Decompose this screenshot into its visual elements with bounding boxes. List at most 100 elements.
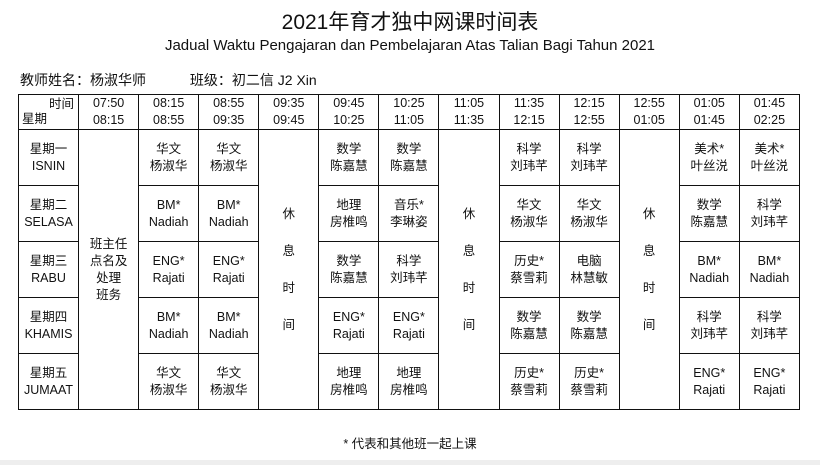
subject: ENG*	[753, 365, 786, 380]
teacher-class-info: 教师姓名：杨淑华师 班级：初二信 J2 Xin	[20, 70, 357, 90]
subject: 地理	[396, 365, 422, 380]
period-start: 08:55	[213, 96, 245, 110]
subject: 地理	[336, 365, 362, 380]
period-end: 12:55	[573, 113, 605, 127]
lesson-cell: 美术* 叶丝涚	[678, 129, 740, 186]
timetable: 时间 星期 07:50 08:15 08:15 08:55 08:55 09:35 09:35 0…	[17, 94, 801, 410]
teacher: 刘玮芊	[390, 270, 428, 285]
teacher: Rajati	[392, 326, 425, 341]
header-row: 时间 星期 07:50 08:15 08:15 08:55 08:55 09:35 09:35 0…	[17, 94, 801, 130]
day-name-zh: 星期一	[29, 141, 68, 156]
teacher: 房椎鸣	[330, 214, 368, 229]
period-end: 01:05	[633, 113, 665, 127]
homeroom-text: 处理	[96, 270, 122, 285]
period-header: 09:35 09:45	[258, 94, 320, 130]
teacher: 刘玮芊	[750, 214, 789, 229]
period-header: 01:45 02:25	[738, 94, 801, 130]
lesson-cell: BM* Nadiah	[138, 297, 200, 354]
teacher: Rajati	[693, 382, 726, 397]
teacher-name: 教师姓名：杨淑华师	[20, 72, 146, 88]
teacher: 陈嘉慧	[330, 270, 368, 285]
lesson-cell: 地理 房椎鸣	[318, 353, 380, 410]
day-row: 星期三 RABU ENG* Rajati ENG* Rajati 数学 陈嘉慧 科学 刘玮芊 历史*…	[17, 241, 801, 298]
period-header: 12:55 01:05	[618, 94, 680, 130]
subject: 数学	[336, 253, 362, 268]
period-header: 08:55 09:35	[198, 94, 260, 130]
day-name-ms: SELASA	[24, 214, 73, 229]
teacher: 陈嘉慧	[330, 158, 368, 173]
lesson-cell: 华文 杨淑华	[138, 353, 200, 410]
day-cell: 星期四 KHAMIS	[17, 297, 80, 354]
day-row: 星期五 JUMAAT 华文 杨淑华 华文 杨淑华 地理 房椎鸣 地理 房椎鸣 历史* 蔡雪莉 历史* 蔡雪…	[17, 353, 801, 410]
bottom-strip	[0, 460, 820, 465]
subject: ENG*	[332, 309, 365, 324]
subject: BM*	[156, 309, 181, 324]
period-start: 11:35	[513, 96, 545, 110]
lesson-cell: ENG* Rajati	[378, 297, 440, 354]
subject: 历史*	[514, 253, 544, 268]
teacher: 杨淑华	[209, 382, 248, 397]
period-start: 07:50	[92, 96, 125, 110]
period-end: 02:25	[753, 113, 786, 127]
subject: 科学	[576, 141, 602, 156]
subject: 华文	[216, 141, 242, 156]
day-cell: 星期五 JUMAAT	[17, 353, 80, 410]
teacher: Rajati	[152, 270, 185, 285]
lesson-cell: 电脑 林慧敏	[558, 241, 620, 298]
period-start: 01:45	[753, 96, 786, 110]
lesson-cell: 地理 房椎鸣	[318, 185, 380, 242]
teacher: 李琳姿	[390, 214, 428, 229]
teacher: 陈嘉慧	[390, 158, 428, 173]
teacher: Rajati	[212, 270, 245, 285]
break-char: 息	[462, 243, 476, 258]
period-end: 11:35	[453, 113, 485, 127]
break-char: 间	[462, 317, 476, 332]
day-name-zh: 星期二	[29, 197, 68, 212]
teacher: 房椎鸣	[390, 382, 428, 397]
period-start: 08:15	[153, 96, 185, 110]
teacher: Nadiah	[749, 270, 790, 285]
break-char: 时	[462, 280, 476, 295]
homeroom-text: 班主任	[89, 236, 128, 251]
subject: 美术*	[754, 141, 785, 156]
lesson-cell: 科学 刘玮芊	[558, 129, 620, 186]
day-name-zh: 星期五	[29, 365, 68, 380]
teacher: 蔡雪莉	[570, 382, 608, 397]
subject: ENG*	[152, 253, 185, 268]
break-char: 休	[462, 206, 476, 221]
day-name-zh: 星期四	[29, 309, 68, 324]
teacher: 林慧敏	[570, 270, 608, 285]
break-cell: 休息时间	[618, 129, 680, 410]
subject: 历史*	[574, 365, 605, 380]
break-char: 休	[642, 206, 656, 221]
teacher: 刘玮芊	[570, 158, 608, 173]
subject: BM*	[216, 197, 241, 212]
subject: 华文	[516, 197, 542, 212]
teacher: 杨淑华	[149, 382, 188, 397]
class-name: 班级：初二信 J2 Xin	[189, 72, 317, 88]
break-char: 时	[642, 280, 656, 295]
period-header: 11:05 11:35	[438, 94, 500, 130]
teacher: Nadiah	[689, 270, 730, 285]
lesson-cell: BM* Nadiah	[738, 241, 801, 298]
period-header: 07:50 08:15	[78, 94, 140, 130]
time-label: 时间	[49, 97, 75, 111]
teacher: 陈嘉慧	[570, 326, 608, 341]
subject: 音乐*	[393, 197, 424, 212]
subject: 地理	[336, 197, 362, 212]
lesson-cell: 历史* 蔡雪莉	[558, 353, 620, 410]
period-header: 12:15 12:55	[558, 94, 620, 130]
lesson-cell: 科学 刘玮芊	[498, 129, 560, 186]
day-row: 星期二 SELASA BM* Nadiah BM* Nadiah 地理 房椎鸣 音乐* 李琳姿 华文…	[17, 185, 801, 242]
break-char: 息	[282, 243, 296, 258]
break-char: 间	[282, 317, 296, 332]
teacher: 刘玮芊	[510, 158, 548, 173]
lesson-cell: 美术* 叶丝涚	[738, 129, 801, 186]
teacher: 杨淑华	[510, 214, 548, 229]
teacher: Nadiah	[208, 326, 249, 341]
period-header: 11:35 12:15	[498, 94, 560, 130]
period-end: 01:45	[693, 113, 725, 127]
subject: 科学	[696, 309, 722, 324]
subject: 华文	[156, 141, 182, 156]
subject: BM*	[216, 309, 241, 324]
